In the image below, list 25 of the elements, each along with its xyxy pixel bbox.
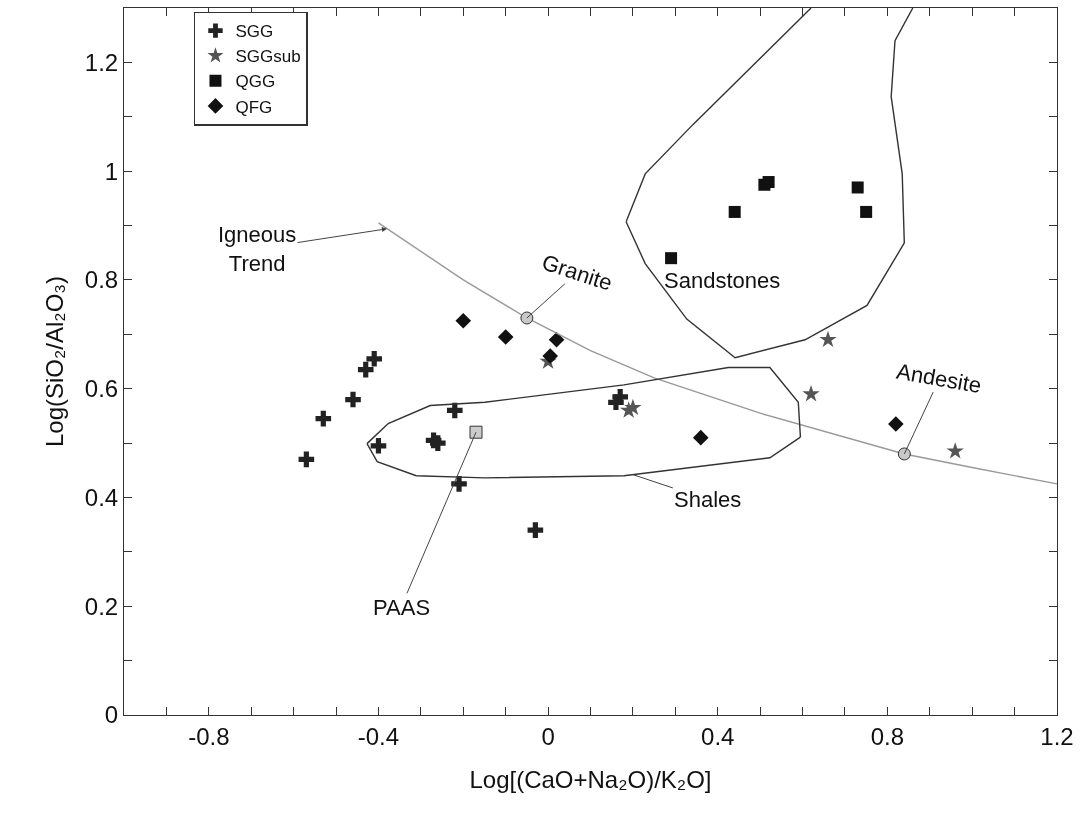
y-tick-label: 0.8 [84,266,119,294]
annotation: Sandstones [664,268,781,293]
legend-label: SGG [235,22,274,42]
x-tick-label: -0.8 [188,722,230,750]
x-tick-label: 0 [541,722,555,750]
x-tick-label: 0.4 [701,722,735,750]
annotation: Granite [539,249,616,296]
x-tick-label: -0.4 [357,722,400,750]
y-tick-label: 0.6 [84,375,119,403]
legend-label: QGG [235,72,276,92]
x-axis-title: Log[(CaO+Na₂O)/K₂O] [469,766,712,794]
x-tick-label: 0.8 [870,722,905,750]
y-tick-label: 0 [104,701,119,729]
annotation: Andesite [894,358,984,399]
y-tick-label: 1 [104,157,119,185]
y-tick-label: 0.2 [84,592,119,620]
annotation: PAAS [373,595,431,620]
y-tick-label: 0.4 [84,483,119,511]
y-axis-title: Log(SiO₂/Al₂O₃) [40,275,68,448]
annotation: Igneous Trend [218,222,297,276]
legend-label: SGGsub [235,47,301,67]
annotation: Shales [674,487,742,512]
legend-label: QFG [235,97,273,117]
x-tick-label: 1.2 [1040,722,1074,750]
y-tick-label: 1.2 [84,48,119,76]
